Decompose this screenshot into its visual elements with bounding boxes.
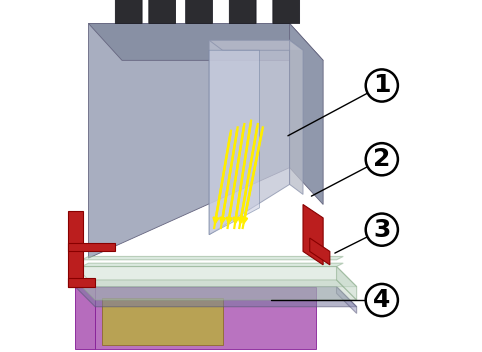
Text: 4: 4 (373, 288, 390, 312)
Polygon shape (89, 24, 323, 60)
Polygon shape (336, 287, 357, 313)
Text: 2: 2 (373, 147, 390, 171)
Polygon shape (303, 205, 323, 265)
Polygon shape (186, 0, 213, 24)
Circle shape (366, 284, 398, 316)
Polygon shape (209, 40, 290, 235)
Text: 3: 3 (373, 218, 390, 241)
Text: 1: 1 (373, 74, 390, 98)
Polygon shape (209, 40, 303, 50)
Polygon shape (336, 266, 357, 300)
Polygon shape (75, 266, 357, 287)
Polygon shape (68, 278, 95, 287)
Polygon shape (75, 287, 95, 348)
Polygon shape (68, 243, 115, 251)
Polygon shape (68, 211, 83, 287)
Polygon shape (89, 24, 290, 258)
Polygon shape (290, 24, 323, 205)
Polygon shape (115, 0, 142, 24)
Polygon shape (273, 0, 300, 24)
Circle shape (366, 143, 398, 175)
Polygon shape (310, 238, 330, 265)
Polygon shape (75, 280, 357, 300)
Polygon shape (75, 287, 357, 307)
Polygon shape (82, 263, 343, 266)
Polygon shape (82, 257, 343, 260)
Polygon shape (95, 287, 316, 348)
Polygon shape (149, 0, 175, 24)
Polygon shape (209, 50, 259, 235)
Polygon shape (229, 0, 256, 24)
Circle shape (366, 214, 398, 246)
Polygon shape (290, 40, 303, 194)
Polygon shape (102, 298, 223, 345)
Circle shape (366, 69, 398, 102)
